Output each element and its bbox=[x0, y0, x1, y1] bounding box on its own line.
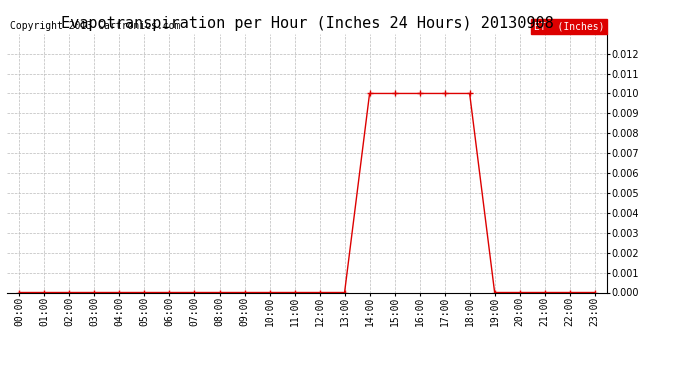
Title: Evapotranspiration per Hour (Inches 24 Hours) 20130908: Evapotranspiration per Hour (Inches 24 H… bbox=[61, 16, 553, 31]
Text: Copyright 2013 Cartronics.com: Copyright 2013 Cartronics.com bbox=[10, 21, 180, 31]
Text: ET  (Inches): ET (Inches) bbox=[533, 21, 604, 31]
